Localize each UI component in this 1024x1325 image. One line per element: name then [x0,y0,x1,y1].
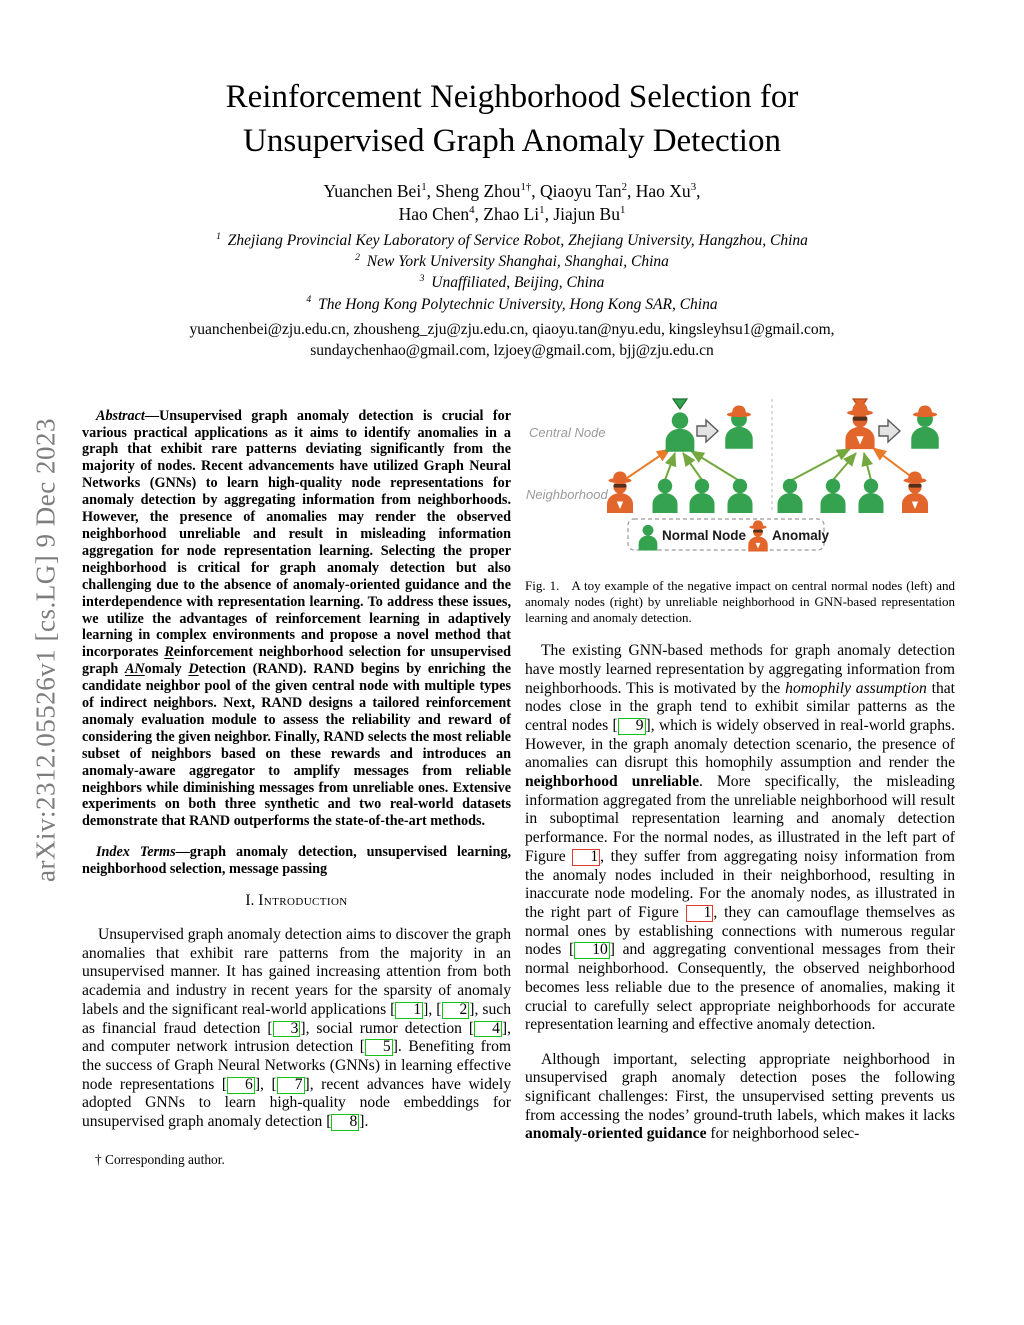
block-arrow-icon [696,419,719,444]
legend-box [627,518,825,552]
citation-link[interactable]: 10 [574,942,610,960]
citation-link[interactable]: 6 [227,1076,255,1094]
affiliation-line: 1 Zhejiang Provincial Key Laboratory of … [216,231,808,250]
person-icon [727,479,753,514]
paper-title: Reinforcement Neighborhood Selection for… [0,0,1024,163]
person-icon [652,479,678,514]
section-title: Introduction [258,892,348,910]
person-icon [820,479,846,514]
right-column: Central Node Neighborhood [525,393,955,1167]
central-node-label: Central Node [529,425,606,440]
edge-arrow [664,452,677,481]
author-line-1: Yuanchen Bei1, Sheng Zhou1†, Qiaoyu Tan2… [323,181,701,202]
abstract-paragraph: Abstract—Unsupervised graph anomaly dete… [82,407,511,830]
legend-anomaly-label: Anomaly [772,528,830,543]
figure1-caption-label: Fig. 1. [525,578,560,594]
corresponding-author-footnote: † Corresponding author. [95,1151,225,1167]
author-block: Yuanchen Bei1, Sheng Zhou1†, Qiaoyu Tan2… [0,180,1024,226]
emails: yuanchenbei@zju.edu.cn, zhousheng_zju@zj… [0,320,1024,362]
figure-ref-link[interactable]: 1 [685,905,714,922]
figure-legend: Normal Node Anomaly [627,518,830,552]
edge-arrow [682,452,703,482]
citation-link[interactable]: 5 [364,1039,393,1057]
section-heading-introduction: I. Introduction [82,892,511,910]
citation-link[interactable]: 3 [272,1020,301,1038]
person-icon [689,479,715,514]
neighborhood-label: Neighborhood [526,487,608,502]
person-icon [665,412,695,453]
block-arrow-icon [878,419,901,444]
person-with-hat-icon [725,405,753,450]
left-column: Abstract—Unsupervised graph anomaly dete… [82,393,511,1167]
edge-arrow [626,448,671,480]
intro-paragraph-1: Unsupervised graph anomaly detection aim… [82,926,511,1131]
edge-arrow [791,448,851,482]
affiliation-line: 2 New York University Shanghai, Shanghai… [355,252,669,271]
legend-normal-label: Normal Node [662,528,747,543]
edge-arrow [832,452,857,482]
person-icon [777,479,803,514]
author-line-2: Hao Chen4, Zhao Li1, Jiajun Bu1 [398,204,626,225]
person-with-hat-icon [911,405,939,450]
emails-line-2: sundaychenhao@gmail.com, lzjoey@gmail.co… [310,341,714,359]
paper-title-line2: Unsupervised Graph Anomaly Detection [243,122,781,159]
figure1: Central Node Neighborhood [525,395,955,626]
central-marker-icon [671,398,689,411]
citation-link[interactable]: 9 [617,718,646,735]
citation-link[interactable]: 2 [441,1002,470,1019]
section-number: I. [245,892,255,910]
edge-arrow [861,452,874,481]
person-icon [858,479,884,514]
figure1-caption-text: A toy example of the negative impact on … [525,578,956,626]
right-paragraph-2: Although important, selecting appropriat… [525,1050,955,1143]
affiliation-line: 4 The Hong Kong Polytechnic University, … [306,294,718,313]
citation-link[interactable]: 4 [474,1020,502,1038]
citation-link[interactable]: 1 [395,1002,424,1019]
affiliations: 1 Zhejiang Provincial Key Laboratory of … [0,230,1024,314]
citation-link[interactable]: 7 [276,1076,305,1094]
emails-line-1: yuanchenbei@zju.edu.cn, zhousheng_zju@zj… [189,320,835,338]
paper-title-line1: Reinforcement Neighborhood Selection for [225,79,799,115]
figure1-illustration: Central Node Neighborhood [526,398,939,552]
figure1-caption: Fig. 1. A toy example of the negative imp… [525,578,955,626]
edge-arrow [872,447,914,480]
spy-icon [902,471,928,514]
right-paragraph-1: The existing GNN-based methods for graph… [525,642,955,1034]
affiliation-line: 3 Unaffiliated, Beijing, China [419,273,605,292]
spy-icon [845,403,875,450]
index-terms: Index Terms—graph anomaly detection, uns… [82,844,511,878]
figure-ref-link[interactable]: 1 [572,849,601,866]
edge-arrow [690,450,739,482]
arxiv-sidebar-label: arXiv:2312.05526v1 [cs.LG] 9 Dec 2023 [30,418,61,882]
citation-link[interactable]: 8 [331,1114,360,1131]
